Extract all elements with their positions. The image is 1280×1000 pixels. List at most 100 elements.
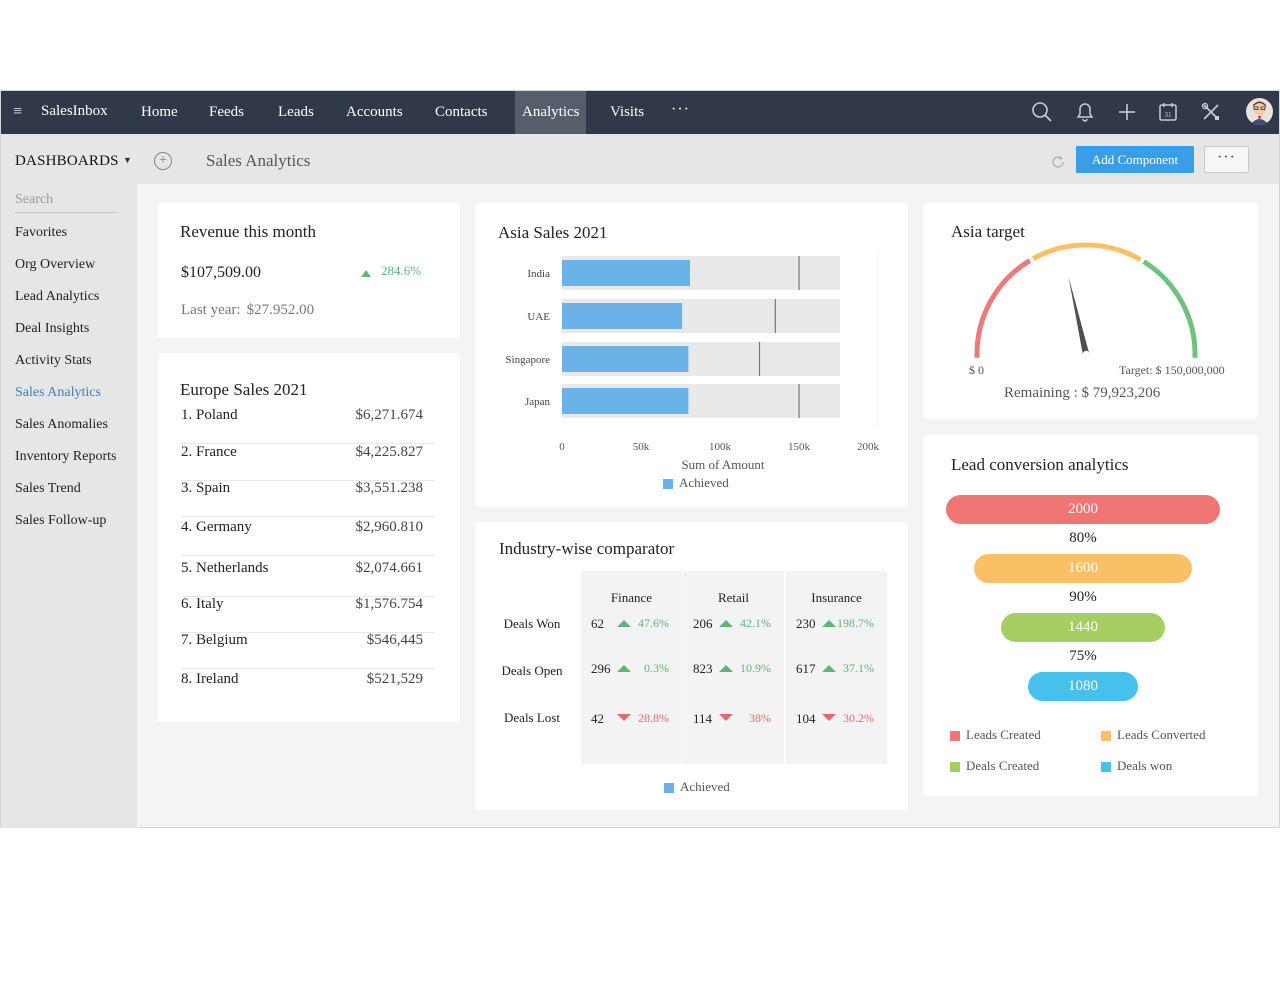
asia-target-title: Asia target	[951, 222, 1025, 241]
cell-percent: 30.2%	[843, 711, 874, 725]
asia-sales-chart: India UAE Singapore Japan 0 50k 100k 150k 200k Su…	[505, 251, 880, 472]
funnel-stage[interactable]: 1080	[1028, 672, 1138, 701]
country-name: 4. Germany	[181, 519, 252, 535]
legend-swatch	[950, 731, 960, 742]
cell-value: 230	[796, 616, 816, 631]
sidebar-item-lead-analytics[interactable]: Lead Analytics	[15, 289, 100, 304]
cell-value: 296	[591, 661, 611, 676]
svg-text:31: 31	[1165, 111, 1173, 119]
europe-row: 2. France $4,225.827	[181, 444, 435, 481]
bell-icon[interactable]	[1074, 101, 1096, 123]
bar[interactable]	[562, 346, 689, 372]
sidebar-item-inventory-reports[interactable]: Inventory Reports	[15, 449, 117, 464]
cell-value: 42	[591, 711, 604, 726]
legend-label: Achieved	[679, 475, 729, 490]
add-dashboard-icon[interactable]: +	[154, 152, 172, 170]
legend-swatch	[1101, 731, 1111, 742]
column-background	[786, 571, 887, 764]
target-gauge	[974, 242, 1198, 358]
cell-percent: 198.7%	[837, 616, 874, 630]
bar[interactable]	[562, 388, 689, 414]
nav-visits[interactable]: Visits	[610, 104, 645, 120]
sidebar-item-sales-anomalies[interactable]: Sales Anomalies	[15, 417, 108, 432]
funnel-stage[interactable]: 1600	[974, 554, 1192, 583]
country-name: 5. Netherlands	[181, 560, 269, 576]
gauge-needle	[1068, 276, 1090, 355]
row-label: Deals Open	[501, 663, 563, 678]
sidebar-item-deal-insights[interactable]: Deal Insights	[15, 321, 90, 336]
sidebar-item-favorites[interactable]: Favorites	[15, 225, 68, 240]
nav-home[interactable]: Home	[141, 104, 178, 120]
column-header: Finance	[611, 590, 652, 605]
cell-value: 104	[796, 711, 816, 726]
page-title: Sales Analytics	[206, 151, 311, 170]
dashboards-dropdown[interactable]: DASHBOARDS	[15, 153, 119, 169]
user-avatar[interactable]	[1246, 98, 1273, 125]
add-component-button[interactable]: Add Component	[1076, 146, 1194, 173]
country-sales: $2,960.810	[355, 519, 424, 535]
search-input[interactable]: Search	[15, 192, 117, 213]
sidebar-item-org-overview[interactable]: Org Overview	[15, 257, 96, 272]
bar[interactable]	[562, 260, 690, 286]
cell-value: 617	[796, 661, 816, 676]
conversion-rate: 80%	[1069, 530, 1097, 546]
calendar-icon[interactable]: 31	[1157, 101, 1179, 123]
nav-feeds[interactable]: Feeds	[209, 104, 244, 120]
revenue-last-year: Last year: $27.952.00	[181, 302, 314, 319]
trend-up-icon	[617, 620, 631, 627]
menu-icon[interactable]: ≡	[13, 103, 23, 120]
cell-percent: 42.1%	[740, 616, 771, 630]
funnel-legend-item: Leads Converted	[1101, 727, 1205, 743]
x-axis-label: Sum of Amount	[681, 457, 764, 472]
dashboard-header: DASHBOARDS ▼ + Sales Analytics Add Compo…	[1, 134, 1279, 184]
europe-row: 8. Ireland $521,529	[181, 671, 435, 708]
trend-up-icon	[822, 620, 836, 627]
cell-value: 114	[693, 711, 713, 726]
nav-accounts[interactable]: Accounts	[346, 104, 403, 120]
funnel-legend-item: Deals won	[1101, 758, 1172, 774]
search-icon[interactable]	[1031, 101, 1053, 123]
trend-up-icon	[719, 665, 733, 672]
tick-label: 100k	[709, 441, 732, 453]
cell-percent: 10.9%	[740, 661, 771, 675]
funnel-stage[interactable]: 1440	[1001, 613, 1165, 642]
bar[interactable]	[562, 303, 683, 329]
last-year-label: Last year:	[181, 302, 241, 318]
country-sales: $546,445	[366, 632, 423, 648]
europe-sales-card: Europe Sales 2021 1. Poland $6,271.674 2. …	[158, 353, 460, 722]
europe-row: 4. Germany $2,960.810	[181, 519, 435, 556]
tick-label: 50k	[633, 441, 650, 453]
row-label: Deals Won	[504, 616, 561, 631]
europe-row: 6. Italy $1,576.754	[181, 596, 435, 633]
country-sales: $4,225.827	[355, 444, 424, 460]
category-label: India	[527, 268, 550, 280]
funnel-stage[interactable]: 2000	[946, 495, 1220, 524]
sidebar-item-activity-stats[interactable]: Activity Stats	[15, 353, 92, 368]
revenue-amount: $107,509.00	[181, 264, 261, 281]
nav-contacts[interactable]: Contacts	[435, 104, 488, 120]
funnel-legend-item: Leads Created	[950, 727, 1041, 743]
refresh-icon[interactable]	[1051, 154, 1065, 168]
nav-more-button[interactable]: ···	[671, 101, 690, 118]
trend-up-icon	[719, 620, 733, 627]
lead-conversion-title: Lead conversion analytics	[951, 455, 1129, 474]
sidebar-item-sales-follow-up[interactable]: Sales Follow-up	[15, 513, 107, 528]
brand-name[interactable]: SalesInbox	[41, 103, 108, 119]
column-header: Insurance	[811, 590, 862, 605]
cell-percent: 28.8%	[638, 711, 669, 725]
sidebar-item-sales-trend[interactable]: Sales Trend	[15, 481, 81, 496]
more-options-button[interactable]: ···	[1204, 146, 1249, 173]
cell-value: 823	[693, 661, 713, 676]
cell-value: 62	[591, 616, 604, 631]
legend-label: Achieved	[680, 779, 730, 794]
legend-label: Leads Converted	[1117, 727, 1206, 742]
country-name: 7. Belgium	[181, 632, 248, 648]
nav-analytics[interactable]: Analytics	[515, 91, 586, 134]
industry-table: Finance Retail Insurance Deals Won 62 47.6% 20…	[501, 571, 887, 764]
plus-icon[interactable]	[1116, 101, 1138, 123]
legend-label: Deals won	[1117, 758, 1173, 773]
chevron-down-icon[interactable]: ▼	[123, 155, 132, 165]
nav-leads[interactable]: Leads	[278, 104, 314, 120]
tools-icon[interactable]	[1200, 101, 1222, 123]
sidebar-item-sales-analytics[interactable]: Sales Analytics	[15, 385, 101, 400]
